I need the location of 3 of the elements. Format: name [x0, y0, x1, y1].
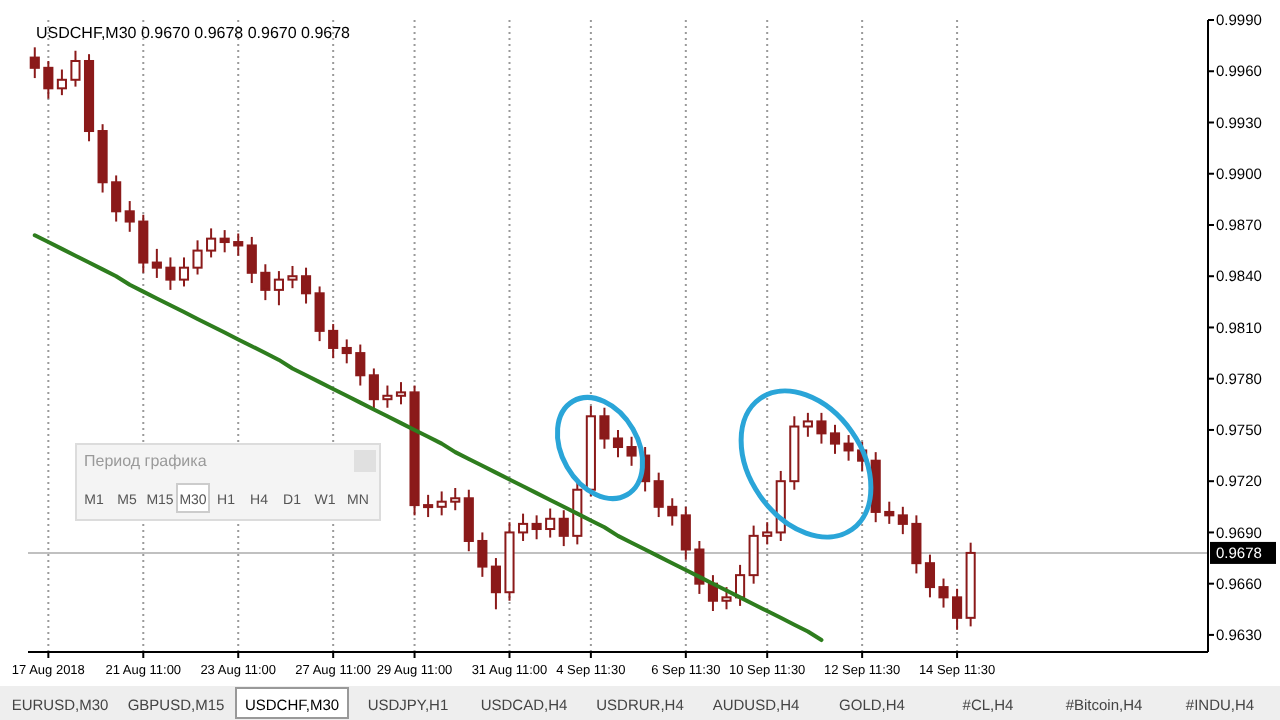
chart-title: USDCHF,M30 0.9670 0.9678 0.9670 0.9678	[36, 24, 352, 42]
line-series	[32, 233, 824, 643]
annotation: Период графика	[84, 452, 208, 470]
